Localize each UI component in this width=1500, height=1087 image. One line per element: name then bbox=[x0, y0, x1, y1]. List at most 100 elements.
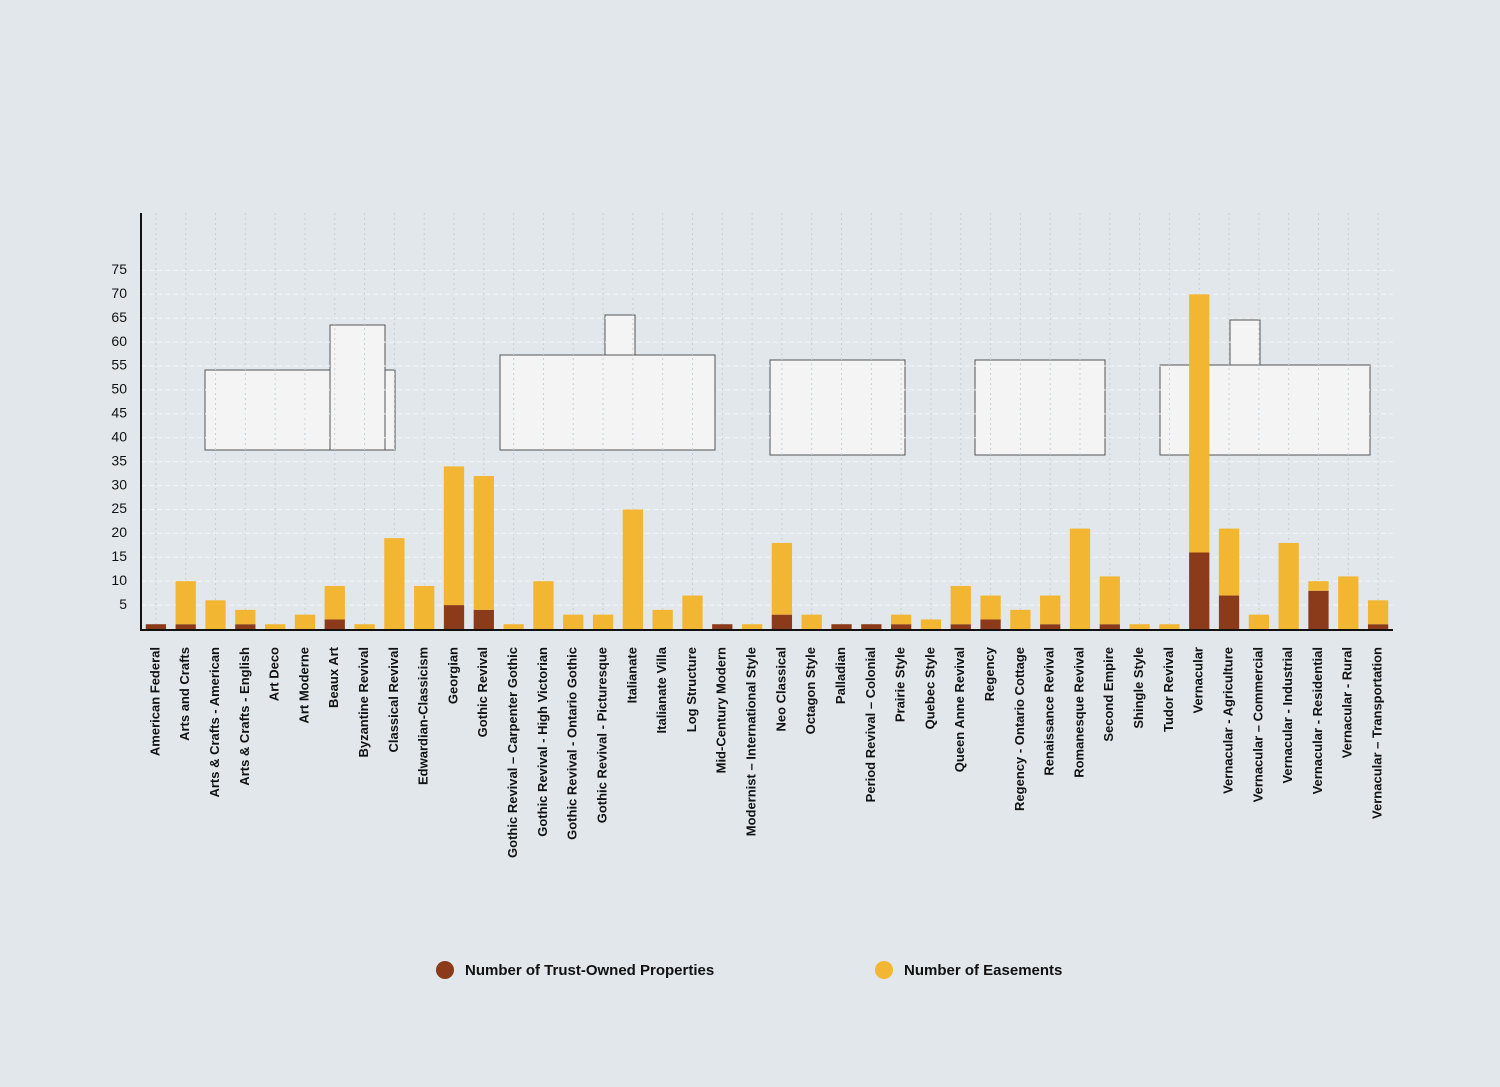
x-tick-label: Romanesque Revival bbox=[1071, 647, 1086, 778]
bar-segment bbox=[1367, 624, 1389, 629]
bar-segment bbox=[205, 600, 226, 629]
bar-segment bbox=[980, 619, 1001, 629]
x-tick-label: Second Empire bbox=[1101, 647, 1116, 742]
x-tick-label: Gothic Revival - Picturesque bbox=[594, 647, 609, 823]
bar-segment bbox=[1338, 576, 1359, 629]
x-tick-label: Beaux Art bbox=[326, 646, 341, 708]
bar-segment bbox=[354, 624, 375, 629]
x-tick-label: Gothic Revival – Carpenter Gothic bbox=[505, 647, 520, 858]
x-tick-label: Palladian bbox=[833, 647, 848, 704]
x-tick-label: Vernacular – Commercial bbox=[1250, 647, 1265, 802]
x-tick-label: Italianate bbox=[624, 647, 639, 703]
x-tick-label: Vernacular – Transportation bbox=[1370, 647, 1385, 819]
x-tick-label: Byzantine Revival bbox=[356, 647, 371, 758]
bar-segment bbox=[1129, 624, 1150, 629]
x-tick-label: Regency - Ontario Cottage bbox=[1012, 647, 1027, 811]
y-tick-label: 25 bbox=[111, 500, 127, 516]
bar-segment bbox=[324, 619, 345, 629]
bar-segment bbox=[175, 624, 196, 629]
bar-segment bbox=[503, 624, 524, 629]
x-tick-label: Georgian bbox=[445, 647, 460, 704]
x-tick-label: Italianate Villa bbox=[654, 646, 669, 733]
bar-segment bbox=[652, 609, 673, 629]
x-tick-label: Log Structure bbox=[684, 647, 699, 732]
x-tick-label: Renaissance Revival bbox=[1042, 647, 1057, 776]
bar-segment bbox=[891, 614, 912, 625]
bar-segment bbox=[1367, 600, 1389, 625]
bar-segment bbox=[563, 614, 584, 629]
bar-segment bbox=[235, 609, 256, 625]
y-tick-label: 55 bbox=[111, 357, 127, 373]
x-tick-label: Gothic Revival - Ontario Gothic bbox=[565, 647, 580, 840]
y-tick-label: 75 bbox=[111, 261, 127, 277]
bar-segment bbox=[235, 624, 256, 629]
bar-segment bbox=[473, 609, 494, 629]
x-tick-label: Arts & Crafts - American bbox=[207, 647, 222, 798]
bar-segment bbox=[1159, 624, 1180, 629]
bar-segment bbox=[1189, 294, 1210, 553]
bar-segment bbox=[1040, 624, 1061, 629]
bar-segment bbox=[920, 619, 942, 629]
bar-segment bbox=[1278, 542, 1299, 629]
y-tick-label: 20 bbox=[111, 524, 127, 540]
x-tick-label: Arts & Crafts - English bbox=[237, 647, 252, 786]
bar-segment bbox=[682, 595, 703, 629]
x-tick-label: Octagon Style bbox=[803, 647, 818, 734]
bar-segment bbox=[443, 466, 465, 606]
bar-segment bbox=[1010, 609, 1031, 629]
bar-segment bbox=[771, 542, 793, 615]
bar-segment bbox=[861, 624, 882, 629]
y-tick-label: 40 bbox=[111, 428, 127, 444]
x-tick-label: Gothic Revival - High Victorian bbox=[535, 647, 550, 837]
bar-segment bbox=[324, 585, 345, 620]
x-tick-label: Queen Anne Revival bbox=[952, 647, 967, 772]
legend-label: Number of Trust-Owned Properties bbox=[465, 962, 714, 979]
x-tick-label: Neo Classical bbox=[773, 647, 788, 732]
bar-segment bbox=[831, 624, 852, 629]
bar-segment bbox=[175, 581, 196, 625]
bar-segment bbox=[1189, 552, 1210, 629]
bar-segment bbox=[950, 585, 971, 625]
bar-segment bbox=[384, 538, 405, 629]
x-tick-label: Vernacular - Rural bbox=[1340, 647, 1355, 758]
bar-segment bbox=[265, 624, 286, 629]
bar-segment bbox=[980, 595, 1001, 620]
x-tick-label: Arts and Crafts bbox=[177, 647, 192, 741]
legend-label: Number of Easements bbox=[904, 962, 1062, 979]
bar-segment bbox=[1308, 581, 1329, 591]
x-tick-label: Vernacular bbox=[1191, 647, 1206, 714]
bar-segment bbox=[1040, 595, 1061, 625]
bar-segment bbox=[473, 475, 494, 610]
x-tick-label: Shingle Style bbox=[1131, 647, 1146, 729]
x-tick-label: Tudor Revival bbox=[1161, 647, 1176, 732]
bar-segment bbox=[1308, 590, 1329, 629]
x-tick-label: Regency bbox=[982, 646, 997, 701]
x-tick-label: Art Deco bbox=[267, 647, 282, 701]
bar-segment bbox=[1069, 528, 1091, 629]
x-tick-label: Vernacular - Agriculture bbox=[1220, 647, 1235, 794]
x-tick-label: Gothic Revival bbox=[475, 647, 490, 737]
y-tick-label: 45 bbox=[111, 405, 127, 421]
x-tick-label: Modernist – International Style bbox=[744, 647, 759, 836]
bar-segment bbox=[1248, 614, 1269, 629]
y-tick-label: 65 bbox=[111, 309, 127, 325]
bar-segment bbox=[1099, 576, 1120, 625]
bar-segment bbox=[145, 624, 167, 629]
bar-segment bbox=[592, 614, 614, 629]
y-tick-label: 30 bbox=[111, 476, 127, 492]
legend-swatch bbox=[436, 961, 454, 979]
x-tick-label: Vernacular - Residential bbox=[1310, 647, 1325, 794]
legend-swatch bbox=[875, 961, 893, 979]
bar-segment bbox=[950, 624, 971, 629]
bar-segment bbox=[294, 614, 316, 629]
y-tick-label: 35 bbox=[111, 452, 127, 468]
y-tick-label: 5 bbox=[119, 596, 127, 612]
y-tick-label: 10 bbox=[111, 572, 127, 588]
x-tick-label: Art Moderne bbox=[296, 647, 311, 724]
x-tick-label: American Federal bbox=[147, 647, 162, 756]
bar-segment bbox=[771, 614, 793, 629]
x-tick-label: Period Revival – Colonial bbox=[863, 647, 878, 802]
bar-segment bbox=[741, 624, 763, 629]
bar-segment bbox=[1218, 528, 1240, 596]
x-tick-label: Quebec Style bbox=[922, 647, 937, 729]
